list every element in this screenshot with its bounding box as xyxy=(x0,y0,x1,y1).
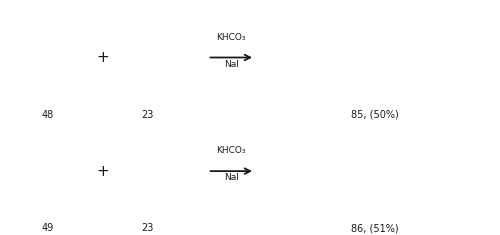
Text: NaI: NaI xyxy=(224,60,238,69)
Text: NaI: NaI xyxy=(224,173,238,182)
Text: 23: 23 xyxy=(142,223,154,233)
Text: KHCO₃: KHCO₃ xyxy=(216,33,246,42)
Text: +: + xyxy=(96,50,110,65)
Text: KHCO₃: KHCO₃ xyxy=(216,146,246,155)
Text: 49: 49 xyxy=(42,223,54,233)
Text: 85, (50%): 85, (50%) xyxy=(351,110,399,120)
Text: 86, (51%): 86, (51%) xyxy=(351,223,399,233)
Text: 23: 23 xyxy=(142,110,154,120)
Text: 48: 48 xyxy=(42,110,54,120)
Text: +: + xyxy=(96,164,110,179)
